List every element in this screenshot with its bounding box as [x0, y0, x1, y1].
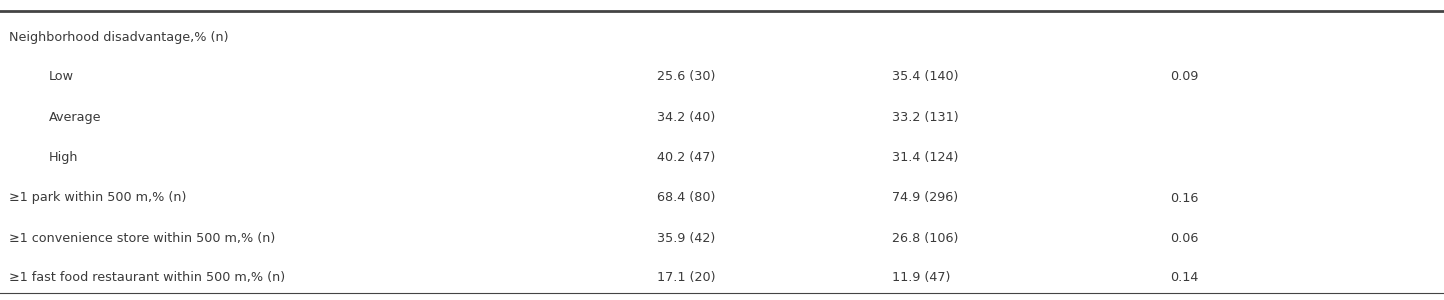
- Text: 11.9 (47): 11.9 (47): [892, 271, 950, 284]
- Text: 0.06: 0.06: [1170, 232, 1199, 245]
- Text: 0.14: 0.14: [1170, 271, 1199, 284]
- Text: Average: Average: [49, 110, 101, 124]
- Text: ≥1 convenience store within 500 m,% (n): ≥1 convenience store within 500 m,% (n): [9, 232, 274, 245]
- Text: ≥1 park within 500 m,% (n): ≥1 park within 500 m,% (n): [9, 191, 186, 205]
- Text: ≥1 fast food restaurant within 500 m,% (n): ≥1 fast food restaurant within 500 m,% (…: [9, 271, 284, 284]
- Text: 68.4 (80): 68.4 (80): [657, 191, 715, 205]
- Text: 35.9 (42): 35.9 (42): [657, 232, 715, 245]
- Text: High: High: [49, 151, 78, 164]
- Text: 25.6 (30): 25.6 (30): [657, 70, 715, 83]
- Text: 40.2 (47): 40.2 (47): [657, 151, 715, 164]
- Text: 33.2 (131): 33.2 (131): [892, 110, 959, 124]
- Text: 17.1 (20): 17.1 (20): [657, 271, 716, 284]
- Text: 31.4 (124): 31.4 (124): [892, 151, 959, 164]
- Text: 26.8 (106): 26.8 (106): [892, 232, 959, 245]
- Text: 74.9 (296): 74.9 (296): [892, 191, 959, 205]
- Text: 0.16: 0.16: [1170, 191, 1199, 205]
- Text: Low: Low: [49, 70, 74, 83]
- Text: 35.4 (140): 35.4 (140): [892, 70, 959, 83]
- Text: 34.2 (40): 34.2 (40): [657, 110, 715, 124]
- Text: 0.09: 0.09: [1170, 70, 1199, 83]
- Text: Neighborhood disadvantage,% (n): Neighborhood disadvantage,% (n): [9, 31, 228, 44]
